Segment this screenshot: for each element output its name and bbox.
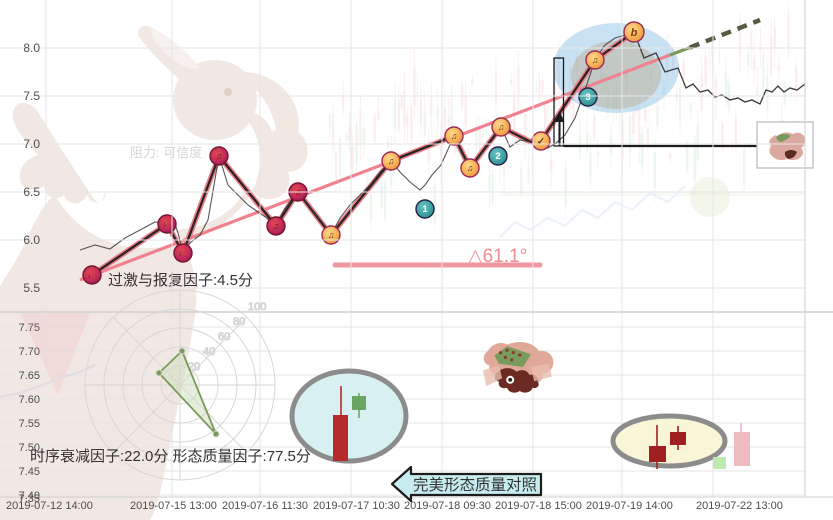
svg-text:6.5: 6.5 — [23, 185, 40, 199]
svg-text:阻力: 可信度: 阻力: 可信度 — [130, 145, 202, 160]
svg-text:♫: ♫ — [498, 122, 505, 132]
svg-text:7.0: 7.0 — [23, 137, 40, 151]
svg-text:✓: ✓ — [537, 137, 545, 148]
svg-text:2019-07-15 13:00: 2019-07-15 13:00 — [130, 500, 217, 512]
svg-text:7.45: 7.45 — [19, 466, 40, 478]
svg-text:2019-07-16 11:30: 2019-07-16 11:30 — [222, 500, 308, 512]
svg-text:100: 100 — [248, 301, 266, 313]
svg-text:时序衰减因子:22.0分 形态质量因子:77.5分: 时序衰减因子:22.0分 形态质量因子:77.5分 — [30, 448, 311, 465]
svg-text:♫: ♫ — [388, 156, 395, 166]
svg-text:♫: ♫ — [328, 230, 335, 240]
svg-text:♩: ♩ — [179, 248, 188, 258]
svg-text:6.0: 6.0 — [23, 233, 40, 247]
svg-text:过激与报复因子:4.5分: 过激与报复因子:4.5分 — [108, 271, 253, 289]
svg-text:2019-07-18 15:00: 2019-07-18 15:00 — [495, 500, 582, 512]
svg-text:♫: ♫ — [216, 151, 223, 161]
svg-text:b: b — [631, 27, 638, 39]
svg-text:♫: ♫ — [467, 163, 474, 173]
svg-text:♫: ♫ — [592, 55, 599, 65]
svg-text:7.65: 7.65 — [19, 370, 40, 382]
svg-text:2019-07-17 10:30: 2019-07-17 10:30 — [313, 500, 400, 512]
svg-text:♩: ♩ — [163, 219, 172, 229]
svg-text:3: 3 — [585, 92, 590, 103]
svg-text:2019-07-19 14:00: 2019-07-19 14:00 — [586, 500, 673, 512]
svg-text:7.5: 7.5 — [23, 89, 40, 103]
svg-text:♫: ♫ — [273, 221, 280, 231]
svg-text:♫: ♫ — [451, 131, 458, 141]
svg-text:5.5: 5.5 — [23, 281, 40, 295]
svg-text:7.60: 7.60 — [19, 394, 40, 406]
svg-text:2019-07-18 09:30: 2019-07-18 09:30 — [404, 500, 491, 512]
svg-text:80: 80 — [233, 316, 245, 328]
svg-text:完美形态质量对照: 完美形态质量对照 — [413, 476, 537, 494]
svg-text:2019-07-12 14:00: 2019-07-12 14:00 — [6, 500, 93, 512]
svg-text:2: 2 — [495, 151, 500, 162]
svg-text:60: 60 — [218, 331, 230, 343]
svg-text:7.55: 7.55 — [19, 418, 40, 430]
svg-text:♩: ♩ — [88, 270, 97, 280]
svg-text:40: 40 — [203, 346, 215, 358]
svg-text:8.0: 8.0 — [23, 41, 40, 55]
svg-text:1: 1 — [422, 204, 428, 215]
svg-text:2019-07-22 13:00: 2019-07-22 13:00 — [696, 500, 783, 512]
